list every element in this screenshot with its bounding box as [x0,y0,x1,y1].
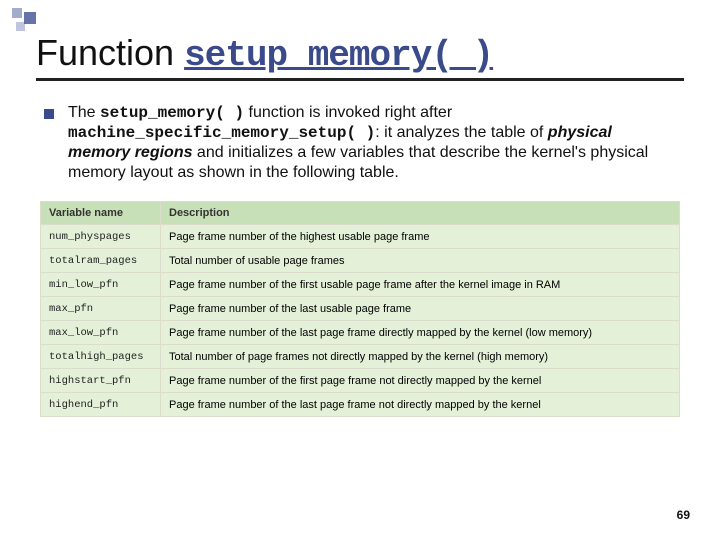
bullet-item: The setup_memory( ) function is invoked … [36,103,684,183]
corner-decoration [12,8,42,38]
table-header-row: Variable nameDescription [41,202,680,225]
var-desc-cell: Page frame number of the last usable pag… [161,297,680,321]
slide-title: Function setup_memory( ) [36,32,684,81]
memory-vars-table: Variable nameDescription num_physpagesPa… [40,201,680,417]
title-prefix: Function [36,32,174,74]
bullet-text: The setup_memory( ) function is invoked … [68,103,676,183]
table-row: max_low_pfnPage frame number of the last… [41,321,680,345]
var-desc-cell: Page frame number of the last page frame… [161,321,680,345]
var-name-cell: highend_pfn [41,393,161,417]
var-desc-cell: Page frame number of the last page frame… [161,393,680,417]
table-row: totalram_pagesTotal number of usable pag… [41,249,680,273]
var-name-cell: totalhigh_pages [41,345,161,369]
table-header-cell: Variable name [41,202,161,225]
var-desc-cell: Page frame number of the highest usable … [161,225,680,249]
var-name-cell: num_physpages [41,225,161,249]
bullet-pre: The [68,104,100,121]
var-name-cell: totalram_pages [41,249,161,273]
table-row: highend_pfnPage frame number of the last… [41,393,680,417]
slide-content: Function setup_memory( ) The setup_memor… [0,0,720,417]
var-name-cell: highstart_pfn [41,369,161,393]
table-row: min_low_pfnPage frame number of the firs… [41,273,680,297]
var-desc-cell: Total number of usable page frames [161,249,680,273]
var-name-cell: min_low_pfn [41,273,161,297]
var-desc-cell: Total number of page frames not directly… [161,345,680,369]
table-row: num_physpagesPage frame number of the hi… [41,225,680,249]
table-row: max_pfnPage frame number of the last usa… [41,297,680,321]
var-desc-cell: Page frame number of the first page fram… [161,369,680,393]
table-row: totalhigh_pagesTotal number of page fram… [41,345,680,369]
table-header-cell: Description [161,202,680,225]
var-name-cell: max_pfn [41,297,161,321]
bullet-square-icon [44,109,54,119]
table-row: highstart_pfnPage frame number of the fi… [41,369,680,393]
bullet-code-2: machine_specific_memory_setup( ) [68,124,375,142]
var-desc-cell: Page frame number of the first usable pa… [161,273,680,297]
table-body: num_physpagesPage frame number of the hi… [41,225,680,417]
bullet-mid-2: : it analyzes the table of [375,124,548,141]
var-name-cell: max_low_pfn [41,321,161,345]
page-number: 69 [677,508,690,522]
bullet-mid-1: function is invoked right after [244,104,452,121]
title-code: setup_memory( ) [184,35,493,76]
bullet-code-1: setup_memory( ) [100,104,244,122]
